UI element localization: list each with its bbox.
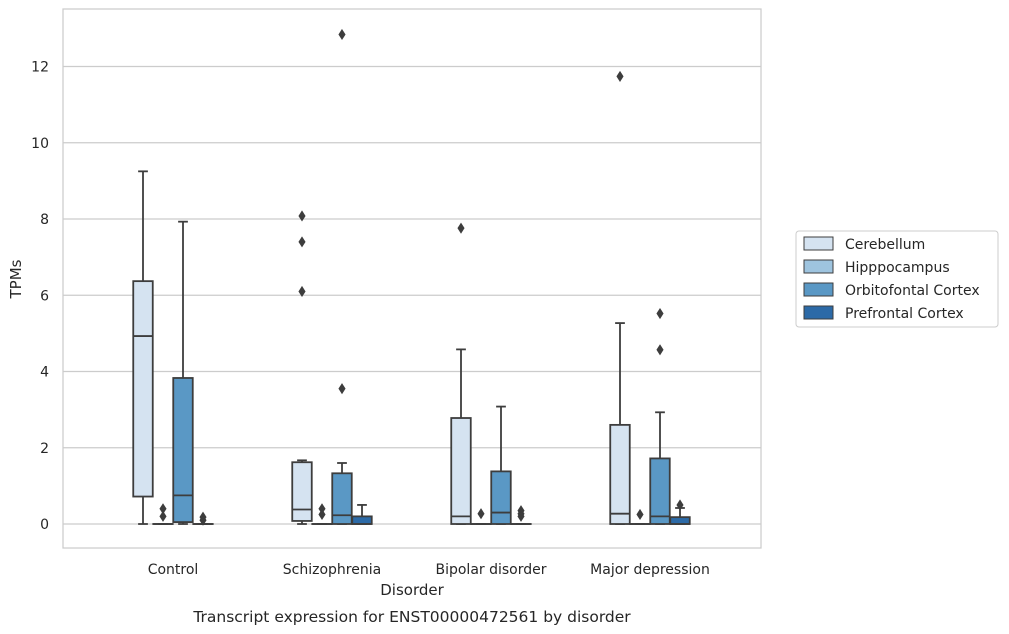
outlier-point <box>298 210 306 222</box>
x-tick-label-0: Control <box>148 562 199 578</box>
y-axis-label: TPMs <box>7 259 25 299</box>
box-3-0 <box>192 511 214 526</box>
legend: Cerebellum Hipppocampus Orbitofontal Corte… <box>795 230 999 328</box>
y-tick-label-10: 10 <box>31 136 49 152</box>
outlier-point <box>656 344 664 356</box>
legend-swatch-1 <box>803 259 834 274</box>
box-body <box>450 417 472 525</box>
y-tick-label-4: 4 <box>40 365 49 381</box>
box-1-1 <box>311 503 333 525</box>
box-2-1 <box>331 28 353 525</box>
outlier-point <box>636 508 644 521</box>
box-0-1 <box>291 210 313 525</box>
legend-swatch-3 <box>803 305 834 320</box>
outlier-point <box>457 222 465 234</box>
box-body <box>132 280 154 498</box>
outlier-point <box>517 510 525 522</box>
box-3-3 <box>669 499 691 525</box>
outlier-point <box>338 383 346 395</box>
y-tick-label-0: 0 <box>40 517 49 533</box>
outlier-point <box>298 236 306 248</box>
box-body <box>490 470 512 525</box>
box-2-2 <box>490 405 512 525</box>
plot-frame <box>62 8 762 549</box>
box-1-0 <box>152 503 174 525</box>
outlier-point <box>199 514 207 526</box>
box-0-2 <box>450 222 472 525</box>
legend-swatch-2 <box>803 282 834 297</box>
x-tick-label-2: Bipolar disorder <box>435 562 546 578</box>
box-body <box>351 515 373 525</box>
chart-title: Transcript expression for ENST0000047256… <box>192 608 631 626</box>
outlier-point <box>318 508 326 521</box>
box-0-3 <box>609 70 631 525</box>
outlier-point <box>656 307 664 320</box>
box-body <box>172 377 194 523</box>
outlier-point <box>676 499 684 511</box>
y-tick-label-2: 2 <box>40 441 49 457</box>
x-tick-labels: Control Schizophrenia Bipolar disorder Majo… <box>148 562 710 578</box>
legend-label-2: Orbitofontal Cortex <box>845 283 980 299</box>
outlier-point <box>616 70 624 82</box>
box-body <box>669 516 691 525</box>
legend-label-3: Prefrontal Cortex <box>845 306 964 322</box>
y-tick-label-8: 8 <box>40 212 49 228</box>
legend-frame <box>795 230 999 328</box>
outlier-point <box>298 285 306 297</box>
box-3-1 <box>351 504 373 525</box>
x-tick-label-3: Major depression <box>590 562 710 578</box>
y-tick-label-12: 12 <box>31 60 49 76</box>
box-2-3 <box>649 307 671 525</box>
y-tick-labels: 0 2 4 6 8 10 12 <box>31 60 49 534</box>
x-axis-label: Disorder <box>380 581 444 599</box>
outlier-point <box>338 28 346 41</box>
x-tick-label-1: Schizophrenia <box>283 562 381 578</box>
box-body <box>291 461 313 522</box>
box-series <box>132 28 691 526</box>
outlier-point <box>477 508 485 520</box>
box-0-0 <box>132 170 154 525</box>
box-body <box>331 472 353 525</box>
legend-label-0: Cerebellum <box>845 237 925 253</box>
legend-label-1: Hipppocampus <box>845 260 950 276</box>
outlier-point <box>159 510 167 522</box>
box-3-2 <box>510 505 532 525</box>
box-2-0 <box>172 220 194 525</box>
legend-swatch-0 <box>803 236 834 251</box>
box-body <box>649 457 671 525</box>
box-body <box>609 423 631 525</box>
y-tick-label-6: 6 <box>40 288 49 304</box>
